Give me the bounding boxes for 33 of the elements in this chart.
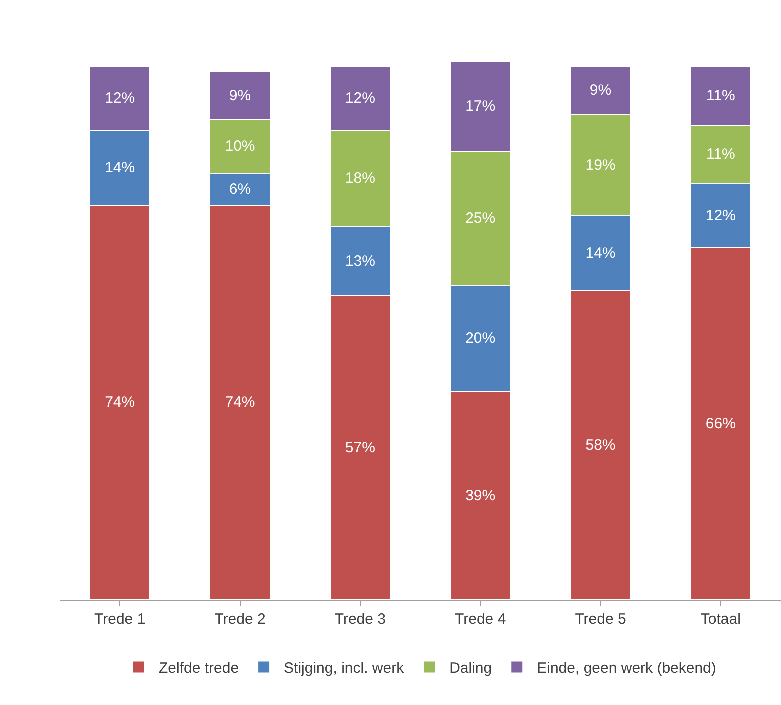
data-label: 14% bbox=[586, 244, 616, 262]
data-label: 58% bbox=[586, 436, 616, 454]
data-label: 9% bbox=[229, 88, 252, 105]
legend-label: Daling bbox=[450, 660, 492, 678]
x-tick-label: Trede 1 bbox=[94, 611, 146, 628]
x-tick-label: Trede 2 bbox=[214, 611, 266, 628]
x-tick-label: Trede 4 bbox=[455, 611, 506, 628]
legend-label: Zelfde trede bbox=[159, 660, 240, 678]
data-label: 11% bbox=[706, 146, 736, 164]
data-label: 20% bbox=[466, 330, 496, 348]
data-label: 74% bbox=[225, 394, 256, 412]
data-label: 9% bbox=[590, 82, 612, 100]
data-label: 57% bbox=[345, 440, 376, 457]
data-label: 25% bbox=[466, 210, 496, 228]
data-label: 66% bbox=[706, 416, 736, 433]
data-label: 39% bbox=[466, 488, 496, 505]
x-tick-label: Trede 5 bbox=[575, 611, 626, 628]
legend-label: Einde, geen werk (bekend) bbox=[537, 660, 716, 678]
data-label: 10% bbox=[225, 138, 256, 156]
data-label: 12% bbox=[345, 90, 376, 108]
data-label: 6% bbox=[229, 180, 252, 198]
data-label: 17% bbox=[466, 98, 496, 116]
legend-label: Stijging, incl. werk bbox=[284, 660, 405, 678]
data-label: 11% bbox=[706, 88, 736, 105]
data-label: 18% bbox=[345, 170, 376, 188]
x-tick-label: Totaal bbox=[700, 611, 741, 628]
data-label: 12% bbox=[706, 208, 736, 225]
data-label: 74% bbox=[105, 394, 136, 412]
data-label: 19% bbox=[586, 156, 616, 174]
data-label: 14% bbox=[105, 160, 136, 177]
x-tick-label: Trede 3 bbox=[334, 611, 386, 628]
data-label: 12% bbox=[105, 90, 136, 108]
data-label: 13% bbox=[345, 252, 376, 270]
